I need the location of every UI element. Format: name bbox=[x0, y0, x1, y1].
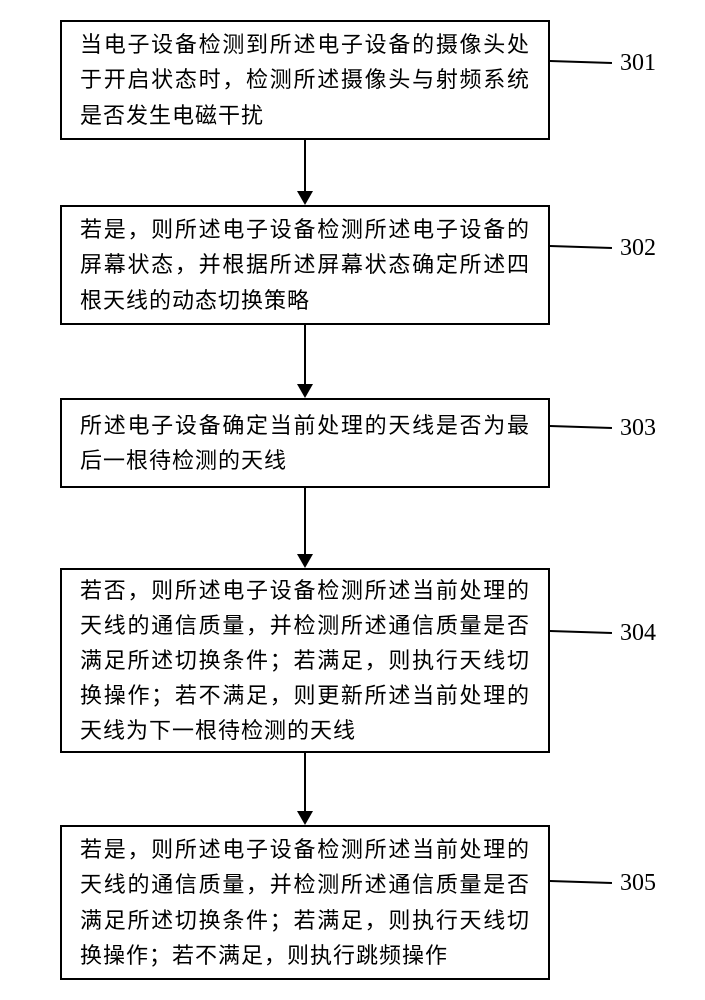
arrow-line-3 bbox=[304, 753, 306, 811]
flow-step-box-304: 若否，则所述电子设备检测所述当前处理的天线的通信质量，并检测所述通信质量是否满足… bbox=[60, 568, 550, 753]
flow-step-box-305: 若是，则所述电子设备检测所述当前处理的天线的通信质量，并检测所述通信质量是否满足… bbox=[60, 825, 550, 980]
arrow-line-1 bbox=[304, 325, 306, 384]
flow-step-text-303: 所述电子设备确定当前处理的天线是否为最后一根待检测的天线 bbox=[80, 408, 530, 478]
connector-tick-301 bbox=[550, 60, 612, 64]
arrow-line-0 bbox=[304, 140, 306, 191]
arrow-head-1 bbox=[297, 384, 313, 398]
flow-step-box-302: 若是，则所述电子设备检测所述电子设备的屏幕状态，并根据所述屏幕状态确定所述四根天… bbox=[60, 205, 550, 325]
flow-step-label-301: 301 bbox=[620, 50, 656, 77]
connector-tick-304 bbox=[550, 630, 612, 634]
flow-step-text-304: 若否，则所述电子设备检测所述当前处理的天线的通信质量，并检测所述通信质量是否满足… bbox=[80, 573, 530, 749]
arrow-head-0 bbox=[297, 191, 313, 205]
flow-step-label-305: 305 bbox=[620, 870, 656, 897]
connector-tick-303 bbox=[550, 425, 612, 429]
flow-step-text-305: 若是，则所述电子设备检测所述当前处理的天线的通信质量，并检测所述通信质量是否满足… bbox=[80, 832, 530, 973]
flow-step-label-302: 302 bbox=[620, 235, 656, 262]
flow-step-label-304: 304 bbox=[620, 620, 656, 647]
connector-tick-302 bbox=[550, 245, 612, 249]
flow-step-text-302: 若是，则所述电子设备检测所述电子设备的屏幕状态，并根据所述屏幕状态确定所述四根天… bbox=[80, 212, 530, 318]
flow-step-box-303: 所述电子设备确定当前处理的天线是否为最后一根待检测的天线 bbox=[60, 398, 550, 488]
arrow-head-2 bbox=[297, 554, 313, 568]
connector-tick-305 bbox=[550, 880, 612, 884]
flow-step-box-301: 当电子设备检测到所述电子设备的摄像头处于开启状态时，检测所述摄像头与射频系统是否… bbox=[60, 20, 550, 140]
flow-step-label-303: 303 bbox=[620, 415, 656, 442]
arrow-line-2 bbox=[304, 488, 306, 554]
arrow-head-3 bbox=[297, 811, 313, 825]
flow-step-text-301: 当电子设备检测到所述电子设备的摄像头处于开启状态时，检测所述摄像头与射频系统是否… bbox=[80, 27, 530, 133]
